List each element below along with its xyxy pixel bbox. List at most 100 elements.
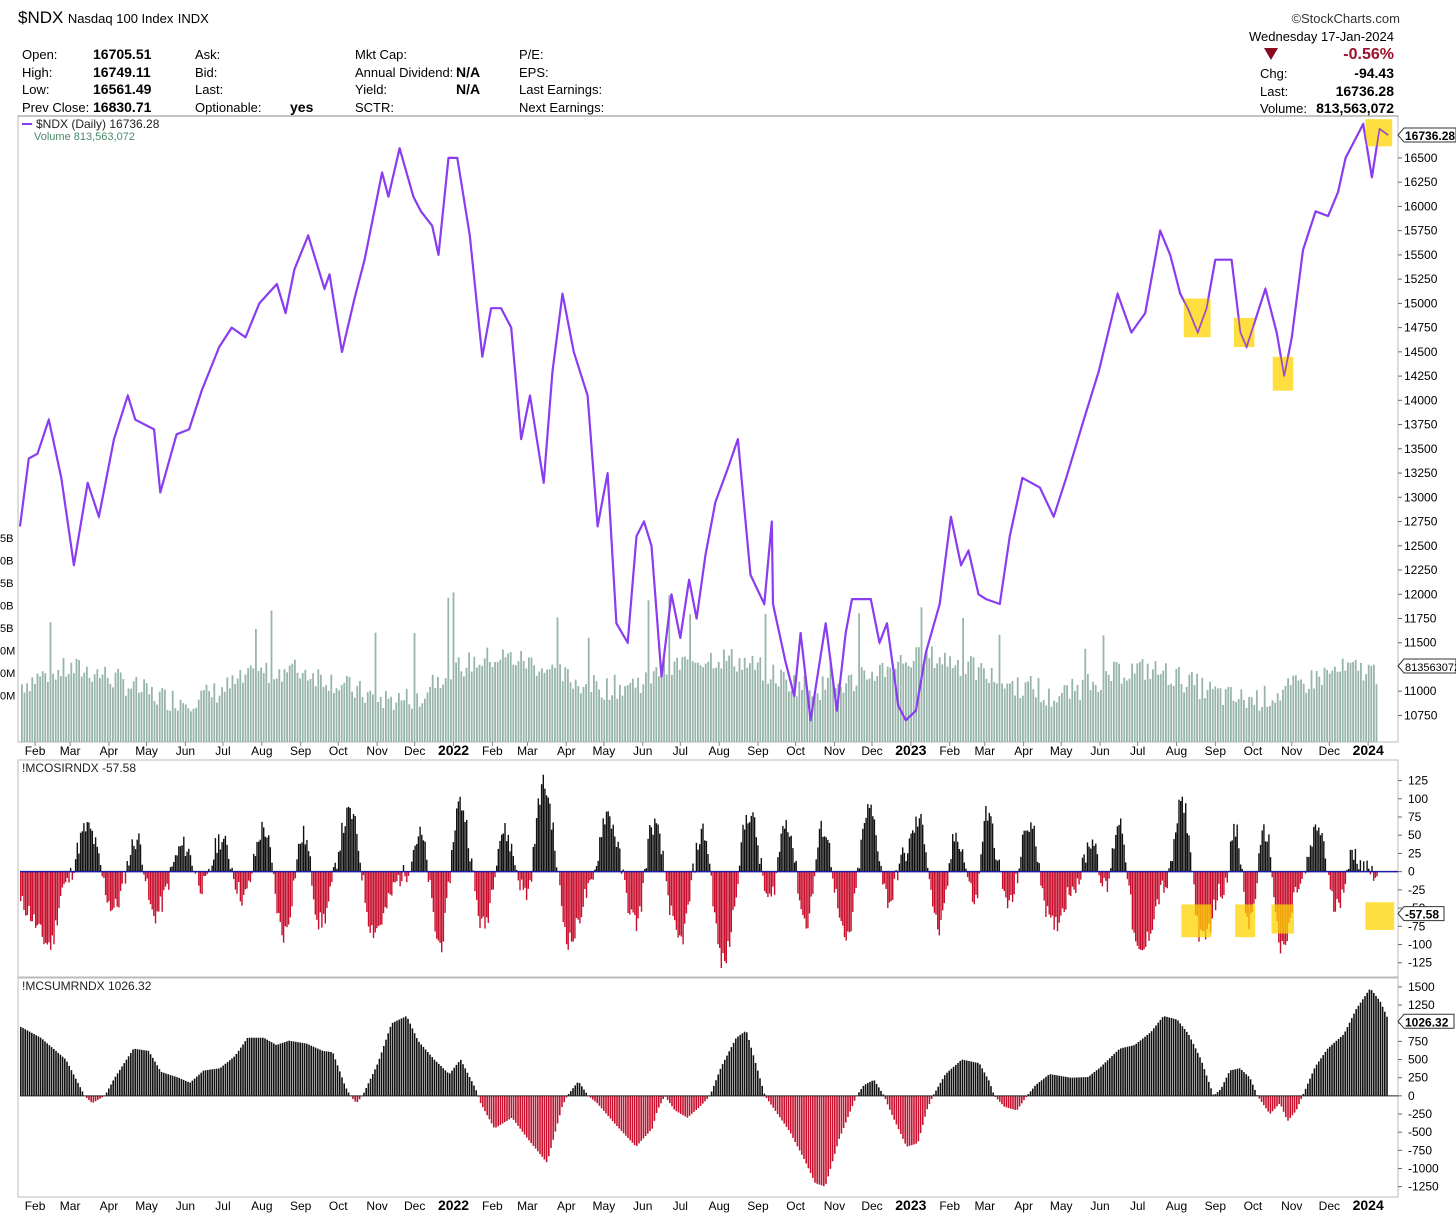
oscillator-bar (432, 871, 435, 912)
oscillator-bar (186, 851, 188, 872)
volume-bar (577, 686, 580, 742)
summation-bar (594, 1095, 596, 1102)
summation-bar (42, 1039, 44, 1096)
summation-bar (1124, 1047, 1126, 1096)
summation-bar (1034, 1085, 1036, 1096)
summation-bar (1142, 1038, 1144, 1096)
volume-bar (1263, 685, 1266, 742)
volume-bar (431, 674, 434, 742)
summation-bar (482, 1095, 484, 1108)
volume-bar (1068, 698, 1071, 742)
summation-bar (1302, 1093, 1305, 1096)
bottom-xaxis-label: Jul (215, 1199, 230, 1213)
oscillator-bar (312, 871, 315, 900)
oscillator-bar (459, 796, 461, 872)
volume-bar (426, 692, 429, 742)
volume-bar (1196, 673, 1198, 742)
oscillator-bar (454, 830, 456, 872)
summation-bar (1197, 1052, 1199, 1096)
volume-bar (153, 701, 156, 742)
oscillator-bar (297, 843, 300, 872)
oscillator-bar (544, 788, 546, 872)
volume-bar (1365, 674, 1367, 742)
summation-bar (413, 1033, 416, 1096)
oscillator-bar (218, 834, 220, 872)
volume-bar (515, 665, 517, 742)
oscillator-bar (800, 871, 802, 910)
volume-bar (1367, 664, 1370, 742)
summation-bar (1049, 1074, 1052, 1096)
oscillator-bar (342, 832, 345, 872)
volume-bar (403, 700, 405, 742)
summation-bar (1172, 1018, 1175, 1096)
volume-bar (1193, 685, 1196, 742)
summation-bar (380, 1052, 383, 1096)
volume-bar (1248, 697, 1250, 742)
summation-bar (1227, 1073, 1230, 1096)
summation-bar (1082, 1077, 1085, 1096)
volume-bar (1079, 700, 1081, 742)
summation-bar (422, 1046, 425, 1096)
summation-bar (1359, 1002, 1362, 1096)
oscillator-bar (492, 871, 495, 890)
summation-bar (737, 1036, 739, 1096)
oscillator-bar (888, 871, 891, 903)
volume-bar (117, 668, 119, 742)
volume-bar (182, 703, 184, 742)
volume-ytick-label: 0M (0, 668, 15, 680)
volume-bar (842, 692, 845, 742)
oscillator-bar (1213, 871, 1215, 900)
summation-bar (1122, 1047, 1124, 1096)
summation-bar (149, 1054, 152, 1096)
oscillator-bar (163, 871, 165, 891)
oscillator-bar (214, 838, 217, 872)
summation-bar (959, 1060, 961, 1096)
oscillator-bar (509, 851, 511, 872)
volume-bar (1237, 699, 1240, 742)
oscillator-bar (502, 833, 505, 872)
volume-bar (395, 702, 398, 742)
summation-bar (57, 1052, 59, 1096)
volume-bar (860, 667, 863, 742)
volume-bar (931, 646, 933, 742)
volume-bar (424, 698, 426, 742)
oscillator-bar (439, 871, 441, 943)
volume-bar (551, 664, 554, 742)
oscillator-bar (164, 871, 167, 887)
volume-bar (62, 658, 65, 742)
volume-bar (457, 657, 460, 742)
volume-bar (785, 679, 788, 742)
bottom-xaxis-label: Jun (176, 1199, 195, 1213)
oscillator-bar (953, 841, 956, 872)
oscillator-bar (48, 871, 50, 943)
quote-label: Low: (22, 82, 50, 97)
volume-bar (374, 632, 377, 742)
oscillator-bar (1254, 871, 1257, 900)
volume-bar (1224, 689, 1227, 742)
volume-bar (476, 667, 478, 742)
summation-bar (726, 1055, 728, 1096)
oscillator-bar (1053, 871, 1055, 930)
summation-last-tag-label: 1026.32 (1405, 1015, 1449, 1029)
oscillator-bar (1113, 848, 1115, 872)
volume-bar (673, 661, 676, 742)
summation-bar (963, 1060, 966, 1096)
volume-bar (320, 674, 322, 742)
oscillator-bar (620, 871, 623, 874)
volume-bar (21, 684, 23, 742)
summation-bar (651, 1095, 653, 1129)
price-ytick-label: 15500 (1404, 248, 1438, 262)
oscillator-bar (1135, 871, 1137, 942)
volume-bar (715, 667, 717, 742)
price-ytick-label: 14250 (1404, 369, 1438, 383)
volume-bar (385, 690, 387, 742)
oscillator-bar (30, 871, 32, 922)
summation-bar (871, 1080, 873, 1096)
summation-bar (442, 1068, 444, 1096)
oscillator-bar (1324, 858, 1327, 872)
summation-bar (631, 1095, 634, 1143)
bottom-xaxis-label: Jun (633, 1199, 652, 1213)
volume-bar (634, 687, 637, 742)
volume-bar (442, 684, 444, 742)
oscillator-bar (126, 861, 128, 872)
